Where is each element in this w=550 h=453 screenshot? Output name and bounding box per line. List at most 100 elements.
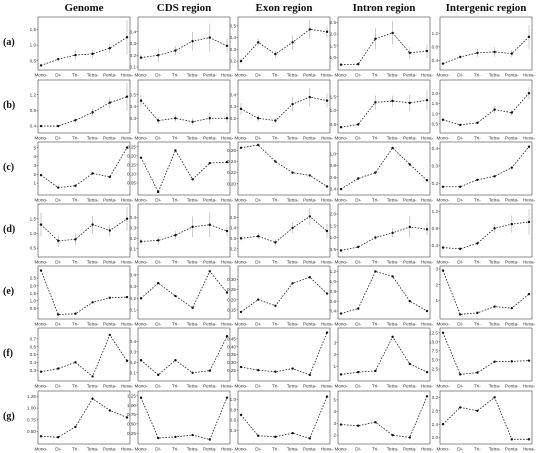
x-tick-label: Tetra- (187, 136, 199, 141)
y-tick-label: 0.2 (230, 59, 237, 64)
data-point (91, 52, 94, 56)
data-point (57, 186, 60, 189)
x-tick-label: Tetra- (287, 384, 299, 389)
data-point (57, 313, 60, 316)
x-tick-label: Mono- (34, 73, 47, 78)
data-point (74, 312, 77, 315)
y-tick-label: 0.30 (227, 360, 236, 365)
panel-frame (37, 79, 131, 134)
x-tick-label: Tri- (72, 136, 79, 141)
y-tick-label: 0.5 (30, 58, 37, 63)
y-tick-label: 4 (333, 409, 336, 414)
y-tick-label: 0.4 (130, 215, 137, 220)
x-tick-label: Hexa- (421, 384, 434, 389)
data-point (291, 41, 294, 44)
panel: 0.4 0.6 0.8 1.0 Mono- Di- Tri- Tetra- Penta- Hexa… (330, 141, 434, 203)
x-tick-label: Penta- (505, 136, 519, 141)
x-tick-label: Penta- (403, 384, 417, 389)
panel: 0.20 0.22 0.24 0.26 Mono- Di- Tri- Tetra- Penta-… (227, 141, 334, 203)
y-tick-label: 0.2 (130, 53, 137, 58)
x-tick-label: Tetra- (387, 322, 399, 327)
data-point (225, 44, 229, 48)
x-tick-label: Tri- (474, 384, 481, 389)
data-point (325, 331, 329, 334)
y-tick-label: 2.8 (432, 408, 439, 413)
x-tick-label: Di- (255, 384, 261, 389)
x-tick-label: Di- (457, 384, 463, 389)
x-tick-label: Tetra- (489, 384, 501, 389)
x-tick-label: Hexa- (421, 198, 434, 203)
y-tick-label: 3 (435, 267, 438, 272)
data-point (476, 51, 479, 55)
x-tick-label: Tri- (172, 136, 179, 141)
x-tick-label: Hexa- (523, 73, 536, 78)
data-point (425, 179, 429, 182)
y-tick-label: 2.0 (330, 212, 337, 217)
y-tick-label: 5 (333, 397, 336, 402)
data-point (527, 292, 531, 296)
x-tick-label: Di- (457, 260, 463, 265)
data-point (291, 226, 294, 230)
y-tick-label: 1.0 (330, 108, 337, 113)
x-tick-label: Penta- (303, 384, 317, 389)
x-tick-label: Di- (255, 322, 261, 327)
x-tick-label: Hexa- (421, 260, 434, 265)
data-point (191, 433, 194, 437)
x-tick-label: Hexa- (421, 73, 434, 78)
y-tick-label: 0.8 (230, 407, 237, 412)
y-tick-label: 0.5 (30, 306, 37, 311)
data-point (91, 397, 94, 400)
data-point (325, 30, 329, 33)
data-point (225, 117, 229, 120)
series-line (442, 36, 530, 65)
x-tick-label: Tetra- (489, 73, 501, 78)
x-tick-label: Di- (355, 322, 361, 327)
x-tick-label: Tetra- (287, 322, 299, 327)
x-tick-label: Mono- (334, 198, 347, 203)
x-tick-label: Tri- (272, 260, 279, 265)
data-point (257, 434, 260, 437)
series-line (340, 336, 428, 375)
data-point (157, 190, 160, 194)
y-tick-label: 0.4 (230, 428, 237, 433)
y-tick-label: 0.05 (127, 181, 136, 186)
panel-frame (337, 390, 431, 445)
series-line (240, 215, 328, 243)
y-tick-label: 12.5 (429, 330, 438, 335)
data-point (39, 269, 43, 272)
data-point (125, 416, 129, 419)
data-point (157, 373, 160, 377)
panel: 0.2 0.3 0.4 Mono- Di- Tri- Tetra- Penta- Hexa- (432, 141, 536, 203)
y-tick-label: 2.0 (432, 435, 439, 440)
x-tick-label: Tetra- (187, 322, 199, 327)
panel-frame (137, 390, 231, 445)
y-tick-label: 1.5 (30, 291, 37, 296)
data-point (291, 102, 294, 106)
data-point (374, 236, 377, 239)
x-tick-label: Tri- (172, 447, 179, 452)
data-point (108, 47, 112, 50)
x-tick-label: Di- (355, 198, 361, 203)
data-point (391, 231, 394, 235)
x-tick-label: Di- (457, 136, 463, 141)
panel: 0.4 0.8 1.2 Mono- Di- Tri- Tetra- Penta- Hexa- (432, 203, 536, 265)
data-point (408, 51, 411, 55)
y-tick-label: 2.0 (30, 283, 37, 288)
panel-frame (337, 203, 431, 258)
x-tick-label: Di- (155, 198, 161, 203)
x-tick-label: Penta- (103, 447, 117, 452)
panel: 0.5 1.0 1.5 Mono- Di- Tri- Tetra- Penta- Hexa- (330, 79, 434, 141)
data-point (527, 438, 531, 441)
column-title: CDS region (157, 2, 212, 14)
x-tick-label: Tetra- (387, 384, 399, 389)
x-tick-label: Penta- (403, 198, 417, 203)
x-tick-label: Mono- (436, 447, 449, 452)
data-point (191, 371, 194, 374)
data-point (57, 436, 60, 439)
panel: 0.4 0.6 0.8 1.0 1.2 Mono- Di- Tri- Tetra- Penta- H… (330, 265, 434, 327)
data-point (291, 282, 294, 285)
y-tick-label: 0.3 (130, 116, 137, 121)
x-tick-label: Mono- (134, 322, 147, 327)
x-tick-label: Mono- (334, 384, 347, 389)
x-tick-label: Tri- (172, 384, 179, 389)
